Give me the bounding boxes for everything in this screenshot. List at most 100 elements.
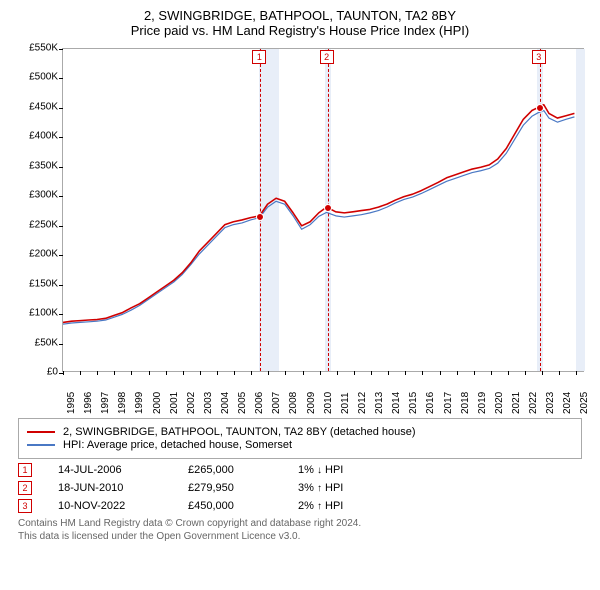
sale-row-number: 2 <box>18 481 32 495</box>
y-axis-label: £450K <box>18 101 58 112</box>
x-axis-label: 1995 <box>66 380 77 414</box>
footer-line2: This data is licensed under the Open Gov… <box>18 530 582 543</box>
x-tick <box>320 371 321 375</box>
x-axis-label: 2000 <box>152 380 163 414</box>
y-axis-label: £350K <box>18 160 58 171</box>
x-axis-label: 2009 <box>306 380 317 414</box>
x-tick <box>217 371 218 375</box>
x-axis-label: 2024 <box>562 380 573 414</box>
x-axis-label: 1998 <box>117 380 128 414</box>
y-tick <box>59 344 63 345</box>
sale-hpi-delta: 1% ↓ HPI <box>298 464 458 476</box>
x-tick <box>559 371 560 375</box>
x-tick <box>166 371 167 375</box>
sale-row-number: 3 <box>18 499 32 513</box>
x-tick <box>576 371 577 375</box>
legend-label: 2, SWINGBRIDGE, BATHPOOL, TAUNTON, TA2 8… <box>63 426 416 438</box>
title-address: 2, SWINGBRIDGE, BATHPOOL, TAUNTON, TA2 8… <box>12 8 588 23</box>
sale-marker-number: 2 <box>320 50 334 64</box>
x-axis-label: 2015 <box>408 380 419 414</box>
y-tick <box>59 314 63 315</box>
legend-swatch <box>27 431 55 433</box>
x-tick <box>149 371 150 375</box>
x-axis-label: 2018 <box>460 380 471 414</box>
x-tick <box>97 371 98 375</box>
x-axis-label: 2001 <box>169 380 180 414</box>
sale-row-number: 1 <box>18 463 32 477</box>
x-axis-label: 2020 <box>494 380 505 414</box>
plot-region <box>62 48 584 372</box>
y-axis-label: £0 <box>18 367 58 378</box>
x-axis-label: 2010 <box>323 380 334 414</box>
x-tick <box>63 371 64 375</box>
y-axis-label: £100K <box>18 308 58 319</box>
x-axis-label: 1997 <box>100 380 111 414</box>
y-axis-label: £400K <box>18 131 58 142</box>
x-tick <box>474 371 475 375</box>
sale-marker-line <box>540 49 541 371</box>
series-price_paid <box>63 105 574 323</box>
footer-attribution: Contains HM Land Registry data © Crown c… <box>18 517 582 543</box>
sale-price: £265,000 <box>188 464 298 476</box>
x-tick <box>251 371 252 375</box>
series-hpi <box>63 111 574 325</box>
x-tick <box>200 371 201 375</box>
sale-marker-line <box>260 49 261 371</box>
sale-marker-number: 3 <box>532 50 546 64</box>
sale-point-dot <box>324 204 332 212</box>
sale-price: £279,950 <box>188 482 298 494</box>
x-tick <box>131 371 132 375</box>
y-axis-label: £500K <box>18 72 58 83</box>
x-tick <box>268 371 269 375</box>
y-tick <box>59 137 63 138</box>
x-tick <box>114 371 115 375</box>
x-tick <box>183 371 184 375</box>
sale-point-dot <box>536 104 544 112</box>
sale-date: 18-JUN-2010 <box>58 482 188 494</box>
y-tick <box>59 167 63 168</box>
line-chart-svg <box>63 49 583 371</box>
x-tick <box>234 371 235 375</box>
chart-area: £0£50K£100K£150K£200K£250K£300K£350K£400… <box>18 42 588 412</box>
y-axis-label: £300K <box>18 190 58 201</box>
x-axis-label: 2016 <box>425 380 436 414</box>
x-axis-label: 2019 <box>477 380 488 414</box>
x-tick <box>491 371 492 375</box>
x-axis-label: 2013 <box>374 380 385 414</box>
x-tick <box>508 371 509 375</box>
x-axis-label: 2017 <box>443 380 454 414</box>
x-axis-label: 1996 <box>83 380 94 414</box>
sale-hpi-delta: 2% ↑ HPI <box>298 500 458 512</box>
legend-row: HPI: Average price, detached house, Some… <box>27 439 573 451</box>
y-axis-label: £250K <box>18 219 58 230</box>
y-tick <box>59 196 63 197</box>
y-tick <box>59 255 63 256</box>
x-axis-label: 2025 <box>579 380 590 414</box>
legend-swatch <box>27 444 55 446</box>
title-block: 2, SWINGBRIDGE, BATHPOOL, TAUNTON, TA2 8… <box>12 8 588 38</box>
sale-marker-number: 1 <box>252 50 266 64</box>
y-axis-label: £150K <box>18 278 58 289</box>
x-tick <box>337 371 338 375</box>
x-axis-label: 2003 <box>203 380 214 414</box>
x-tick <box>371 371 372 375</box>
x-axis-label: 1999 <box>134 380 145 414</box>
chart-container: 2, SWINGBRIDGE, BATHPOOL, TAUNTON, TA2 8… <box>0 0 600 590</box>
x-axis-label: 2011 <box>340 380 351 414</box>
x-tick <box>285 371 286 375</box>
x-axis-label: 2022 <box>528 380 539 414</box>
sale-row: 114-JUL-2006£265,0001% ↓ HPI <box>18 463 582 477</box>
y-tick <box>59 108 63 109</box>
title-subtitle: Price paid vs. HM Land Registry's House … <box>12 23 588 38</box>
y-tick <box>59 226 63 227</box>
x-tick <box>440 371 441 375</box>
sale-hpi-delta: 3% ↑ HPI <box>298 482 458 494</box>
x-tick <box>542 371 543 375</box>
x-axis-label: 2008 <box>288 380 299 414</box>
x-tick <box>422 371 423 375</box>
sale-point-dot <box>256 213 264 221</box>
x-axis-label: 2007 <box>271 380 282 414</box>
footer-line1: Contains HM Land Registry data © Crown c… <box>18 517 582 530</box>
y-axis-label: £50K <box>18 337 58 348</box>
legend-label: HPI: Average price, detached house, Some… <box>63 439 292 451</box>
